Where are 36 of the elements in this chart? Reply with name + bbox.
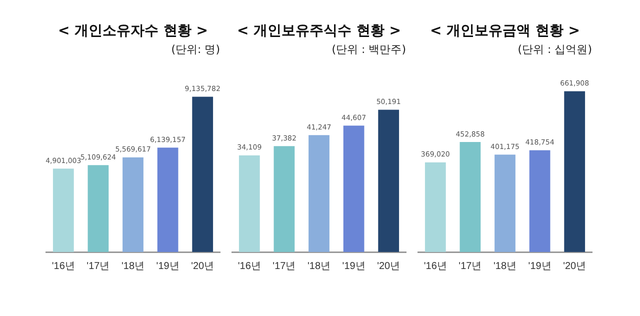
bar — [52, 168, 74, 252]
bar — [308, 135, 330, 252]
x-tick-label: '17년 — [272, 260, 296, 272]
bar — [192, 96, 214, 252]
bar — [529, 150, 550, 252]
bar — [424, 162, 446, 252]
x-tick-label: '16년 — [238, 260, 261, 272]
bar — [238, 155, 260, 252]
x-tick-label: '18년 — [493, 260, 517, 272]
chart-subtitle: (단위 : 백만주) — [330, 42, 407, 58]
x-tick-label: '20년 — [191, 260, 214, 272]
x-tick-label: '20년 — [563, 260, 586, 272]
bar — [378, 110, 400, 252]
x-tick-label: '16년 — [424, 260, 447, 272]
x-tick-label: '19년 — [342, 260, 366, 272]
x-tick-label: '17년 — [458, 260, 482, 272]
x-tick-label: '20년 — [377, 260, 400, 272]
bar — [157, 148, 178, 252]
x-tick-label: '18년 — [121, 260, 145, 272]
chart-title: < 개인보유금액 현황 > — [428, 22, 582, 41]
bar — [343, 126, 364, 252]
chart-title: < 개인보유주식수 현황 > — [236, 22, 402, 41]
chart-subtitle: (단위: 명) — [170, 42, 221, 58]
bar — [494, 154, 516, 252]
x-tick-label: '19년 — [528, 260, 552, 272]
bar — [460, 142, 481, 252]
x-tick-label: '16년 — [52, 260, 75, 272]
bar — [274, 146, 295, 252]
x-tick-label: '17년 — [86, 260, 110, 272]
bar — [122, 157, 144, 252]
bar — [564, 91, 586, 252]
x-tick-label: '19년 — [156, 260, 180, 272]
chart-subtitle: (단위 : 십억원) — [516, 42, 593, 58]
chart-title: < 개인소유자수 현황 > — [56, 22, 210, 41]
x-tick-label: '18년 — [307, 260, 331, 272]
bar — [88, 165, 109, 252]
